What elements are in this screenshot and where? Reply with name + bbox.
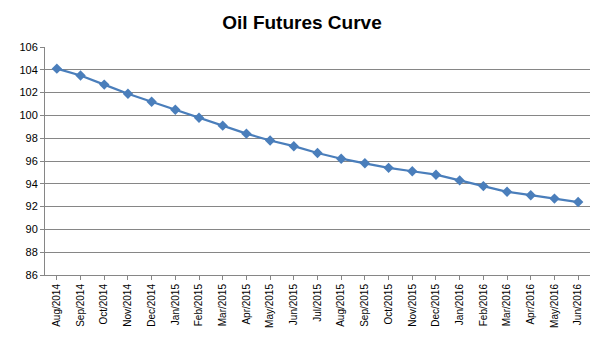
- svg-text:Jun/2016: Jun/2016: [572, 284, 583, 326]
- svg-text:Jan/2016: Jan/2016: [454, 284, 465, 326]
- svg-text:Apr/2015: Apr/2015: [241, 284, 252, 325]
- svg-text:May/2016: May/2016: [549, 284, 560, 328]
- svg-text:Apr/2016: Apr/2016: [525, 284, 536, 325]
- svg-text:Jan/2015: Jan/2015: [170, 284, 181, 326]
- svg-text:102: 102: [19, 86, 37, 98]
- svg-text:Oil Futures Curve: Oil Futures Curve: [222, 12, 381, 33]
- svg-text:Dec/2014: Dec/2014: [146, 284, 157, 327]
- svg-text:Feb/2015: Feb/2015: [193, 284, 204, 327]
- svg-text:May/2015: May/2015: [264, 284, 275, 328]
- svg-text:Jul/2015: Jul/2015: [312, 284, 323, 322]
- svg-text:Jun/2015: Jun/2015: [288, 284, 299, 326]
- svg-text:Mar/2015: Mar/2015: [217, 284, 228, 327]
- svg-text:Oct/2014: Oct/2014: [98, 284, 109, 325]
- svg-text:96: 96: [26, 155, 38, 167]
- svg-text:98: 98: [26, 132, 38, 144]
- svg-text:Nov/2015: Nov/2015: [407, 284, 418, 327]
- svg-text:Mar/2016: Mar/2016: [501, 284, 512, 327]
- svg-text:88: 88: [26, 246, 38, 258]
- svg-text:100: 100: [19, 109, 37, 121]
- svg-text:Nov/2014: Nov/2014: [122, 284, 133, 327]
- svg-text:104: 104: [19, 64, 37, 76]
- svg-text:Sep/2015: Sep/2015: [359, 284, 370, 327]
- svg-text:92: 92: [26, 200, 38, 212]
- svg-text:Aug/2014: Aug/2014: [51, 284, 62, 327]
- svg-text:106: 106: [19, 41, 37, 53]
- svg-text:Sep/2014: Sep/2014: [75, 284, 86, 327]
- svg-text:Oct/2015: Oct/2015: [383, 284, 394, 325]
- svg-text:94: 94: [26, 178, 38, 190]
- svg-text:90: 90: [26, 223, 38, 235]
- svg-text:Aug/2015: Aug/2015: [335, 284, 346, 327]
- svg-text:86: 86: [26, 269, 38, 281]
- svg-text:Dec/2015: Dec/2015: [430, 284, 441, 327]
- svg-text:Feb/2016: Feb/2016: [478, 284, 489, 327]
